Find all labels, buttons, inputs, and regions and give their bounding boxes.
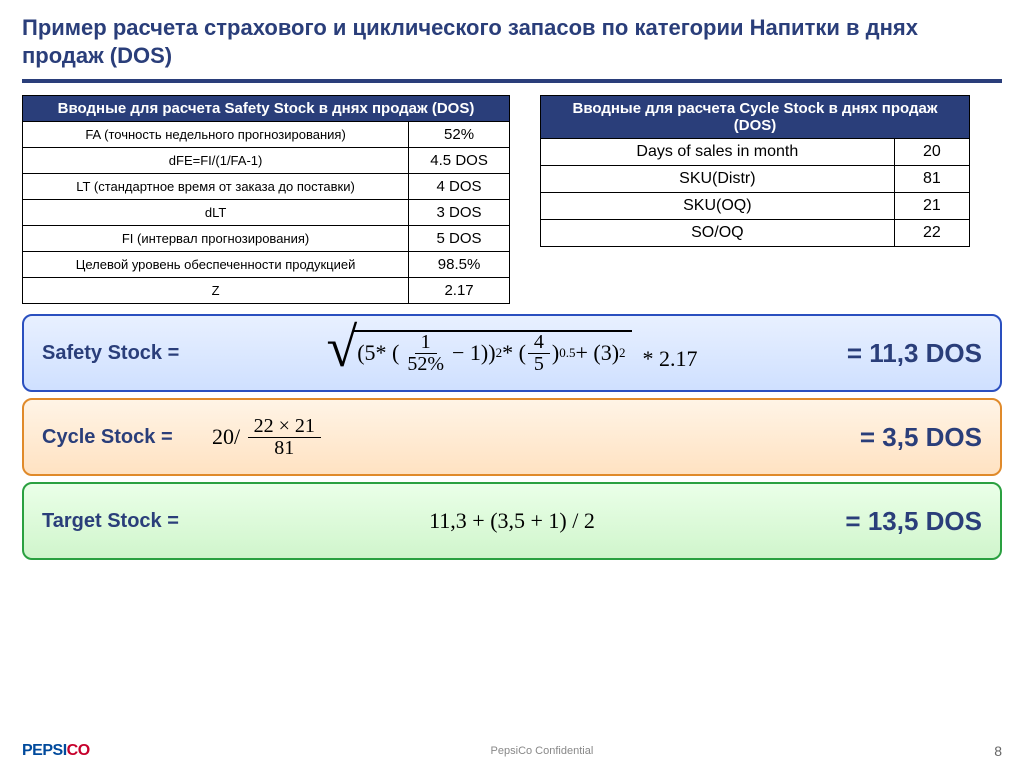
formula-label: Safety Stock = (42, 342, 212, 365)
slide-title: Пример расчета страхового и циклического… (0, 0, 1024, 75)
formula-result: = 3,5 DOS (812, 422, 982, 453)
formula-result: = 11,3 DOS (812, 338, 982, 369)
tables-container: Вводные для расчета Safety Stock в днях … (0, 89, 1024, 308)
slide-footer: PEPSICO PepsiCo Confidential 8 (0, 742, 1024, 760)
cycle-stock-formula-box: Cycle Stock = 20 / 22 × 21 81 = 3,5 DOS (22, 398, 1002, 476)
table-row: Целевой уровень обеспеченности продукцие… (23, 252, 510, 278)
table-row: LT (стандартное время от заказа до поста… (23, 174, 510, 200)
formula-label: Cycle Stock = (42, 426, 212, 449)
safety-stock-inputs-table: Вводные для расчета Safety Stock в днях … (22, 95, 510, 304)
title-underline (22, 79, 1002, 83)
footer-confidential: PepsiCo Confidential (491, 745, 594, 757)
formula-body: √ (5 * ( 152% − 1))2 * ( 45 )0.5 + (3)2 … (212, 330, 812, 377)
table2-header: Вводные для расчета Cycle Stock в днях п… (541, 96, 970, 139)
formula-label: Target Stock = (42, 510, 212, 533)
table-row: dLT3 DOS (23, 200, 510, 226)
table-row: dFE=FI/(1/FA-1)4.5 DOS (23, 148, 510, 174)
cycle-stock-inputs-table: Вводные для расчета Cycle Stock в днях п… (540, 95, 970, 247)
table-row: SKU(OQ)21 (541, 193, 970, 220)
table-row: SO/OQ22 (541, 220, 970, 247)
safety-stock-formula-box: Safety Stock = √ (5 * ( 152% − 1))2 * ( … (22, 314, 1002, 392)
pepsico-logo: PEPSICO (22, 742, 90, 760)
table-row: Z2.17 (23, 278, 510, 304)
formula-body: 20 / 22 × 21 81 (212, 416, 812, 459)
page-number: 8 (994, 743, 1002, 759)
table1-header: Вводные для расчета Safety Stock в днях … (23, 96, 510, 122)
formula-result: = 13,5 DOS (812, 506, 982, 537)
table-row: FA (точность недельного прогнозирования)… (23, 122, 510, 148)
table-row: SKU(Distr)81 (541, 166, 970, 193)
formula-body: 11,3 + (3,5 + 1) / 2 (212, 508, 812, 534)
target-stock-formula-box: Target Stock = 11,3 + (3,5 + 1) / 2 = 13… (22, 482, 1002, 560)
table-row: Days of sales in month20 (541, 139, 970, 166)
table-row: FI (интервал прогнозирования)5 DOS (23, 226, 510, 252)
